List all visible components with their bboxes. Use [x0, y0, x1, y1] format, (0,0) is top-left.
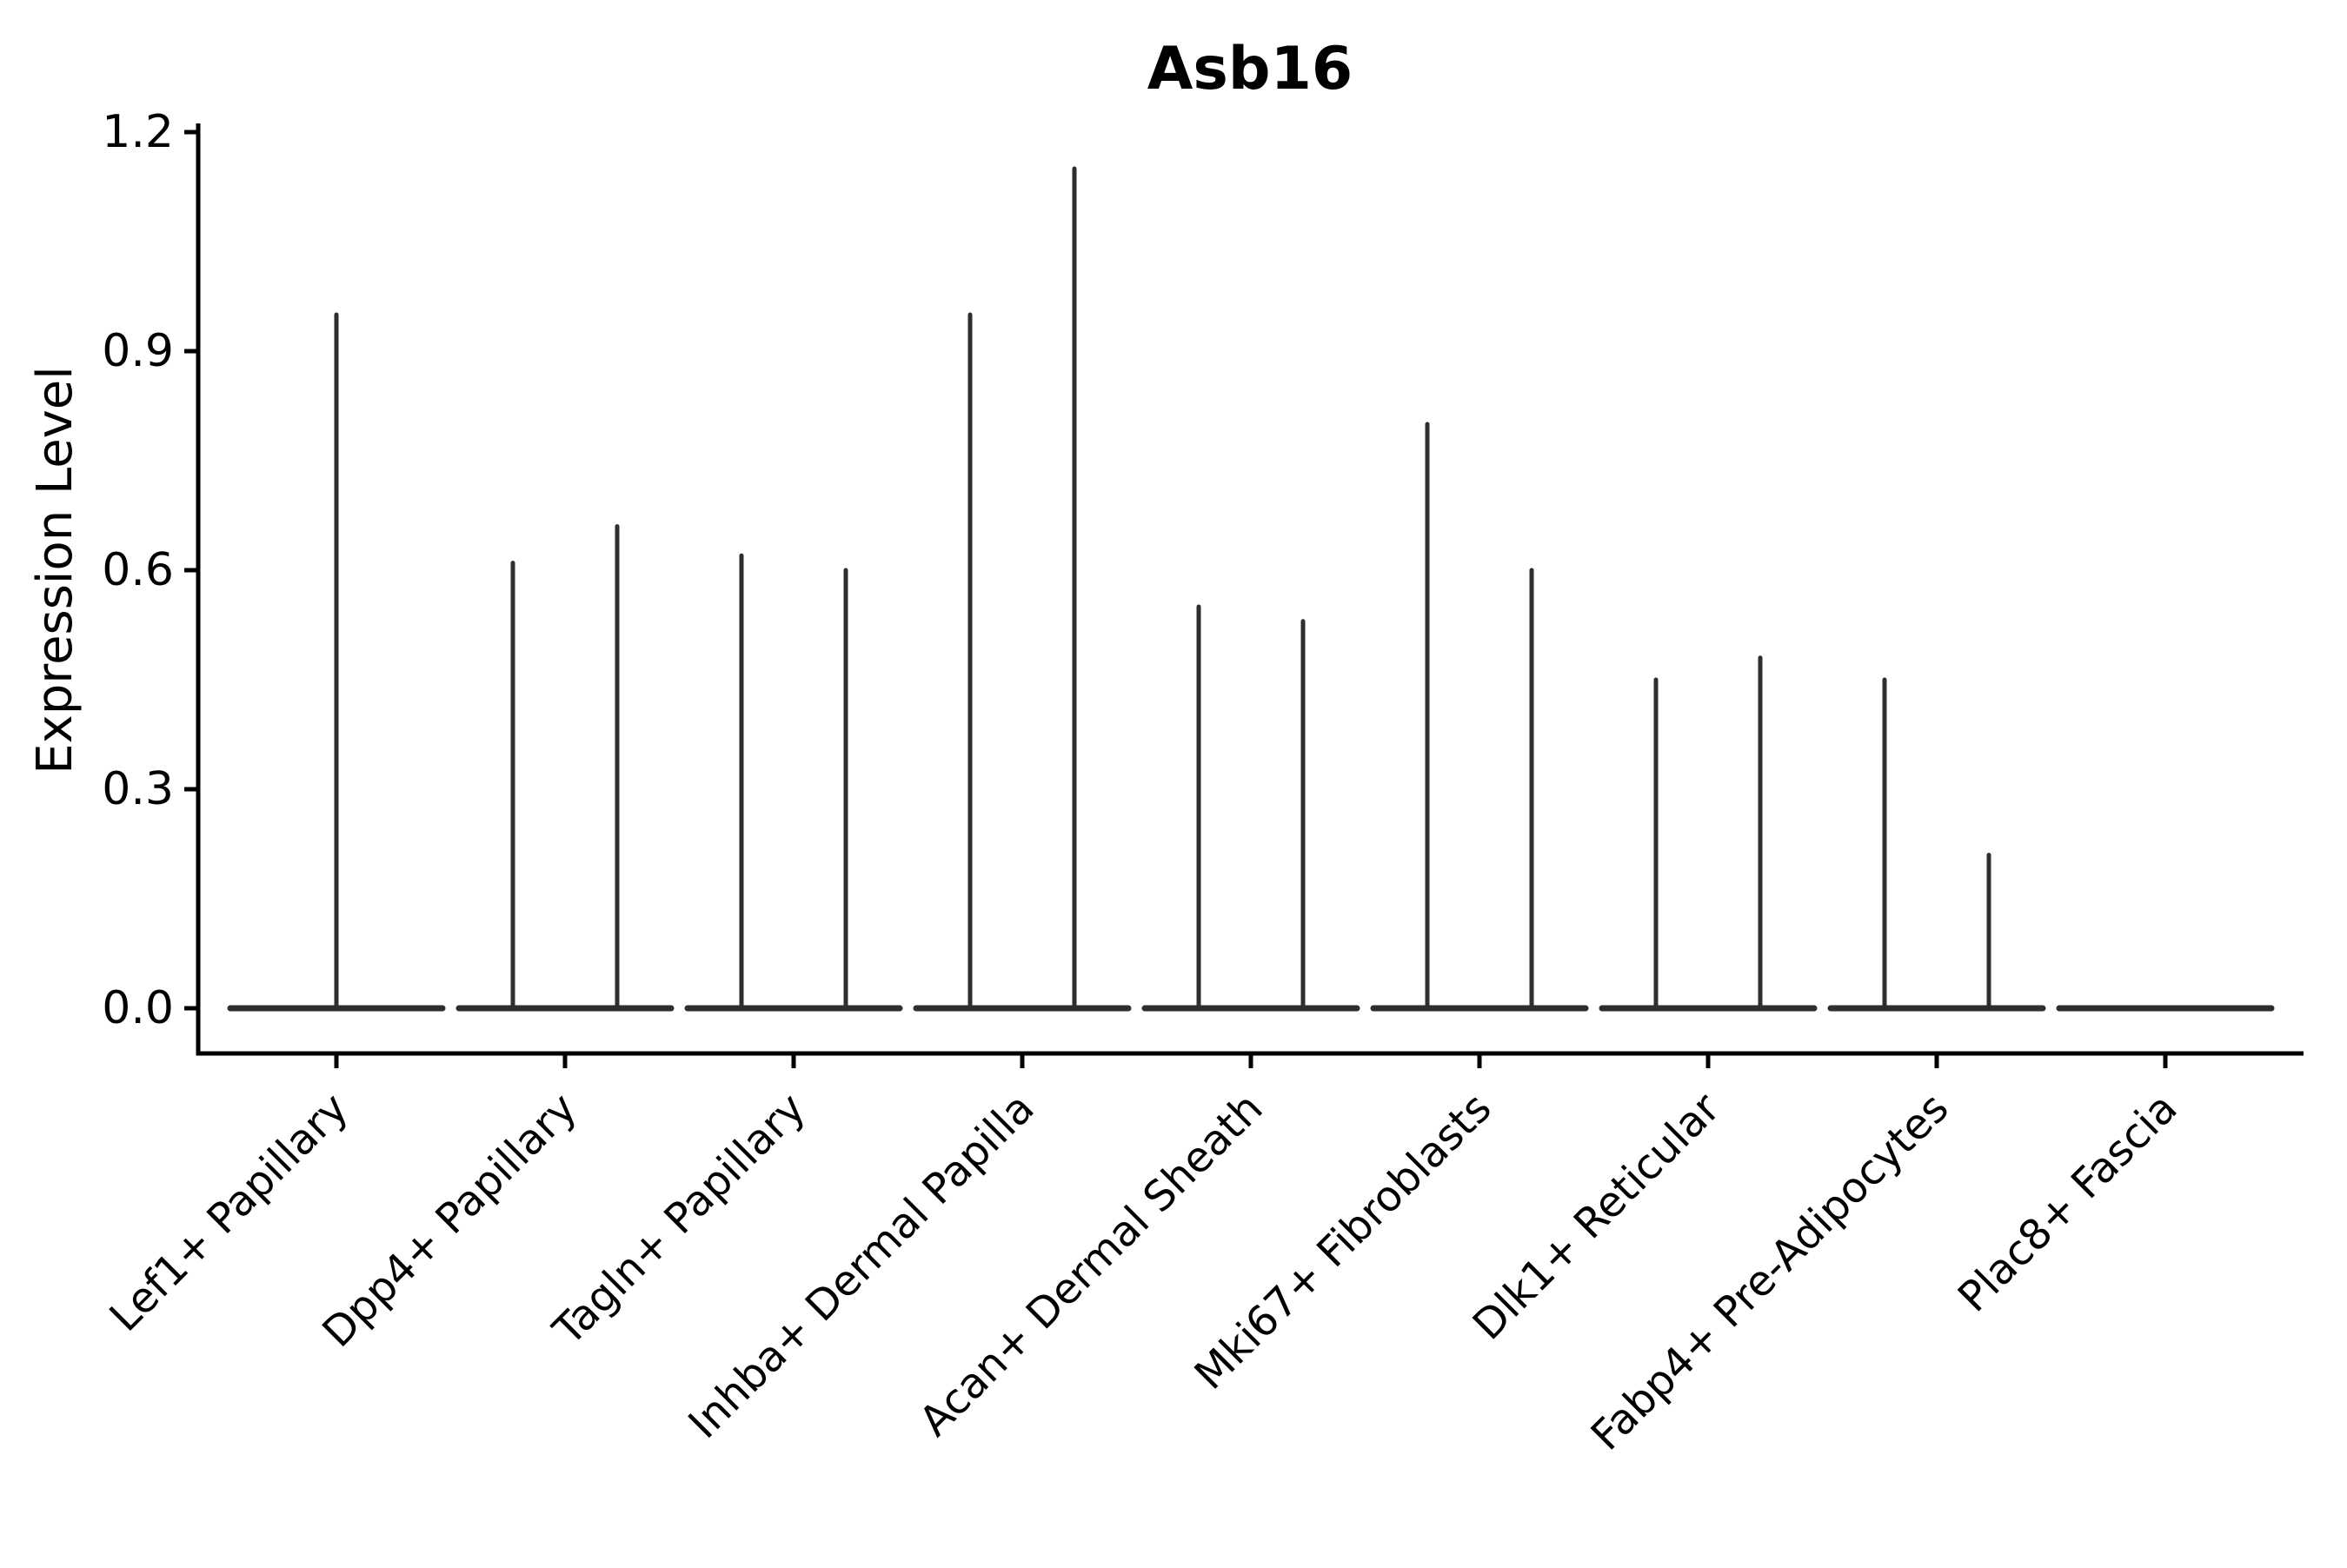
x-tick-label: Dpp4+ Papillary: [313, 1084, 586, 1357]
y-tick-label: 0.9: [102, 325, 174, 377]
y-tick-label: 1.2: [102, 106, 174, 158]
x-tick-label: Tagln+ Papillary: [543, 1084, 814, 1355]
y-tick-label: 0.6: [102, 544, 174, 596]
x-tick-label: Plac8+ Fascia: [1949, 1084, 2187, 1322]
x-tick-label: Lef1+ Papillary: [101, 1084, 358, 1341]
y-tick-label: 0.3: [102, 763, 174, 815]
y-tick-label: 0.0: [102, 982, 174, 1034]
chart-title: Asb16: [1147, 35, 1353, 103]
x-tick-label: Dlk1+ Reticular: [1464, 1084, 1730, 1350]
y-axis-title: Expression Level: [27, 366, 83, 774]
